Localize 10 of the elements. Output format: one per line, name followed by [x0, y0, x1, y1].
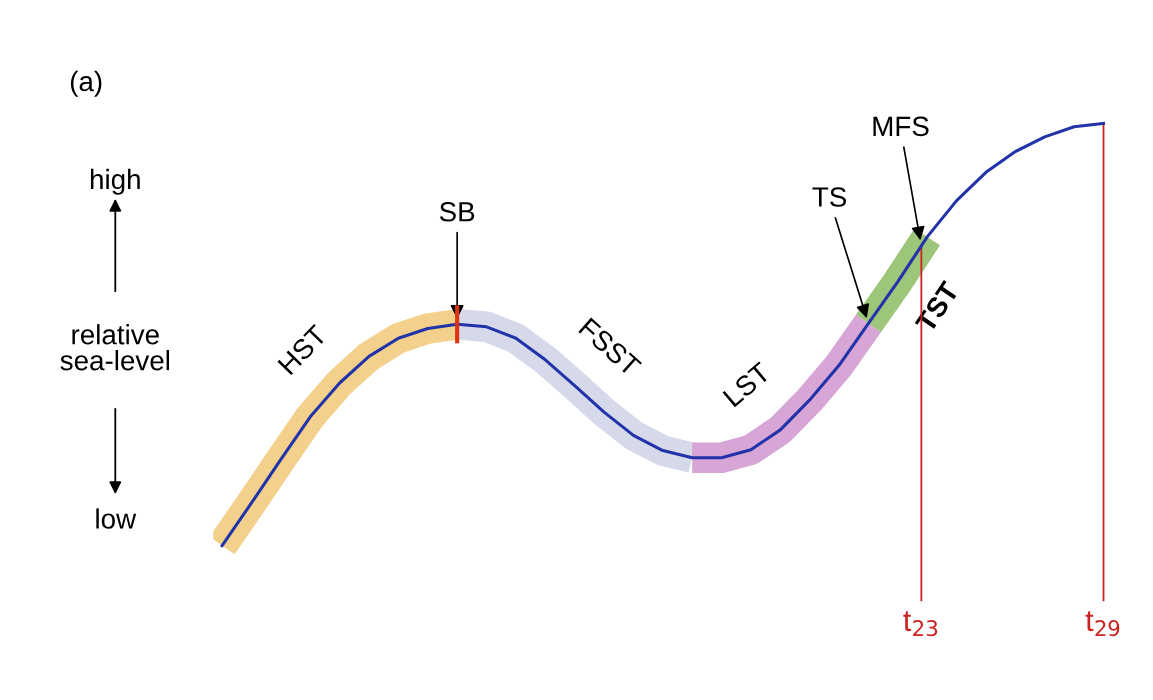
annotation: TS [812, 187, 847, 207]
text: low [96, 508, 137, 529]
y-axis-title: relative sea-level [60, 324, 170, 371]
chart-title: (a) [70, 70, 102, 97]
text: LST [722, 361, 772, 408]
text: t$_{23}$ [903, 611, 938, 637]
text: t$_{29}$ [1085, 611, 1120, 637]
text: high [90, 168, 140, 195]
annotation: SB [439, 201, 475, 222]
annotation: MFS [873, 116, 929, 137]
